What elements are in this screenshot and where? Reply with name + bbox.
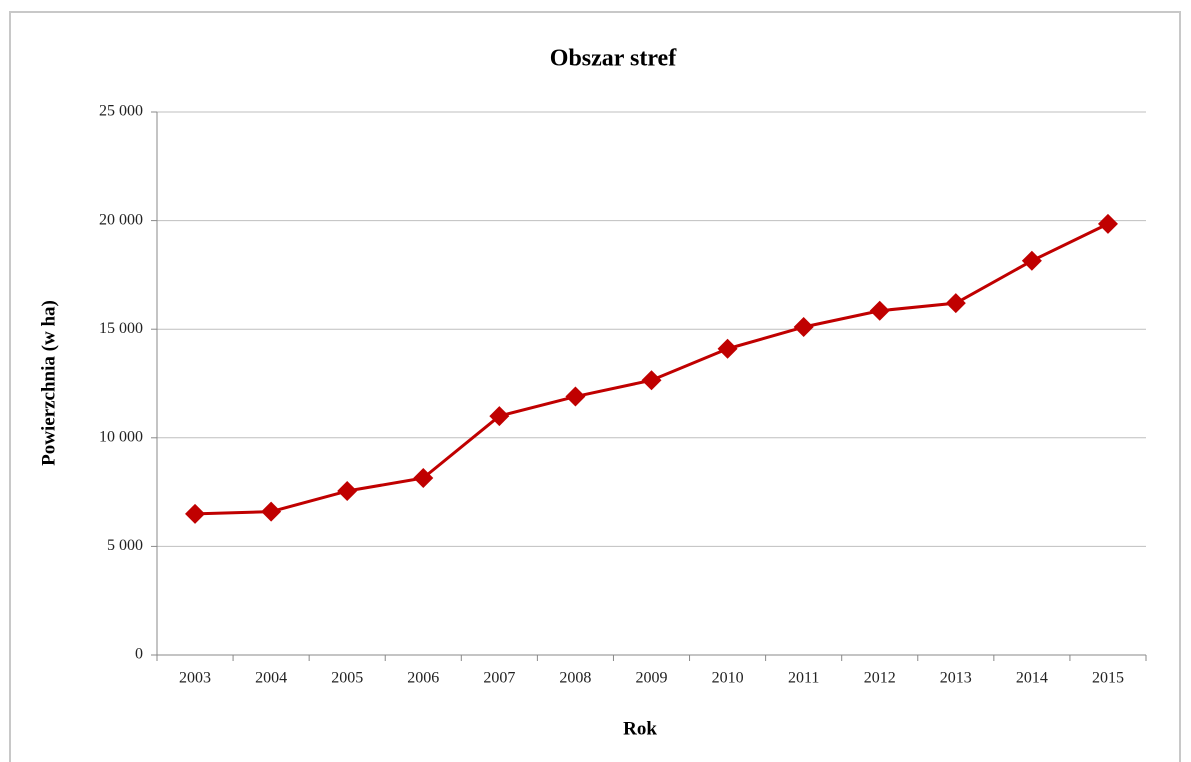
marker	[793, 317, 814, 338]
x-tick-label: 2003	[179, 670, 211, 687]
x-tick-label: 2007	[483, 670, 515, 687]
y-tick-label: 15 000	[99, 320, 143, 337]
x-tick-label: 2010	[712, 670, 744, 687]
x-tick-label: 2012	[864, 670, 896, 687]
y-tick-label: 0	[135, 646, 143, 663]
y-tick-label: 10 000	[99, 428, 143, 445]
y-tick-label: 20 000	[99, 211, 143, 228]
x-tick-label: 2014	[1016, 670, 1048, 687]
marker	[261, 501, 282, 522]
marker	[337, 481, 358, 502]
x-axis-title: Rok	[623, 718, 657, 739]
x-tick-label: 2013	[940, 670, 972, 687]
marker	[869, 300, 890, 321]
x-tick-label: 2008	[559, 670, 591, 687]
x-tick-label: 2011	[788, 670, 819, 687]
x-tick-label: 2004	[255, 670, 287, 687]
chart-frame	[9, 11, 1181, 762]
y-axis-title: Powierzchnia (w ha)	[38, 300, 59, 466]
marker	[1097, 213, 1118, 234]
marker	[413, 467, 434, 488]
marker	[641, 370, 662, 391]
marker	[945, 293, 966, 314]
y-tick-label: 25 000	[99, 103, 143, 120]
x-tick-label: 2006	[407, 670, 439, 687]
x-tick-label: 2015	[1092, 670, 1124, 687]
chart-title: Obszar stref	[550, 46, 677, 72]
marker	[717, 338, 738, 359]
marker	[185, 503, 206, 524]
marker	[489, 406, 510, 427]
marker	[1021, 250, 1042, 271]
marker	[565, 386, 586, 407]
x-tick-label: 2005	[331, 670, 363, 687]
x-tick-label: 2009	[636, 670, 668, 687]
y-tick-label: 5 000	[107, 537, 143, 554]
